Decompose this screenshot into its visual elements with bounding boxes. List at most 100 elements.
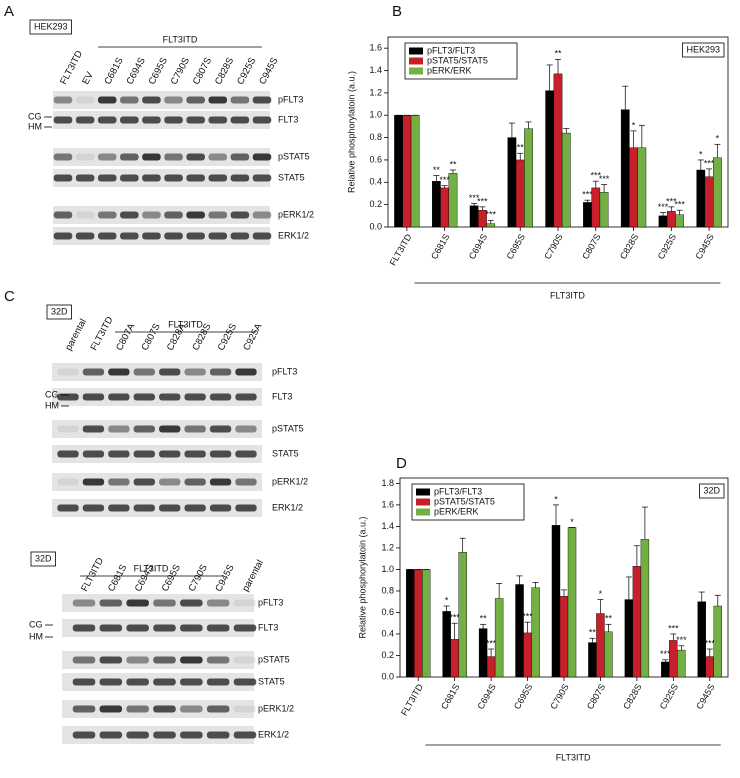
significance: ** xyxy=(554,49,562,59)
blot-band xyxy=(235,393,257,401)
blot-band xyxy=(186,116,205,124)
lane-label: C694S xyxy=(124,56,147,87)
bar xyxy=(588,642,597,678)
blot-band xyxy=(75,174,95,182)
blot-band xyxy=(126,678,149,686)
bar xyxy=(583,202,592,228)
y-axis-label: Relative phosphorylatoin (a.u.) xyxy=(357,516,367,638)
row-label: ERK1/2 xyxy=(272,502,303,512)
y-tick-label: 1.4 xyxy=(381,521,394,531)
x-tick-label: C790S xyxy=(542,232,564,261)
y-tick-label: 1.6 xyxy=(381,499,394,509)
bar xyxy=(669,640,678,678)
bar xyxy=(551,525,561,678)
blot-band xyxy=(235,450,257,458)
blot-background xyxy=(52,420,262,438)
bar xyxy=(629,147,638,228)
blot-band xyxy=(142,96,161,104)
error-bar xyxy=(451,622,458,640)
blot-band xyxy=(206,705,230,713)
error-bar xyxy=(517,152,524,160)
x-tick-label: C807S xyxy=(580,232,602,261)
blot-band xyxy=(159,393,181,401)
error-bar xyxy=(706,648,713,657)
blot-band xyxy=(126,599,149,607)
blot-band xyxy=(230,153,250,161)
blot-band xyxy=(99,599,123,607)
row-label: STAT5 xyxy=(272,448,299,458)
blot-band xyxy=(206,624,230,632)
bar xyxy=(478,628,488,678)
cell-line-label: 32D xyxy=(51,306,68,316)
blot-band xyxy=(186,96,205,104)
blot-background xyxy=(52,363,262,381)
x-tick-label: C694S xyxy=(467,232,489,261)
blot-background xyxy=(53,169,270,187)
error-bar xyxy=(525,121,532,129)
blot-band xyxy=(252,174,272,182)
blot-band xyxy=(186,174,205,182)
row-label: pFLT3 xyxy=(258,597,283,607)
blot-band xyxy=(164,232,183,240)
blot-band xyxy=(126,705,149,713)
significance: * xyxy=(716,134,720,144)
bar xyxy=(432,180,441,228)
blot-band xyxy=(153,656,176,664)
cell-line-box xyxy=(30,551,56,567)
blot-band xyxy=(97,153,117,161)
blot-band xyxy=(208,211,228,219)
error-bar xyxy=(441,185,448,188)
bar xyxy=(713,605,723,678)
bar xyxy=(599,192,609,228)
bar xyxy=(422,569,431,678)
significance: ** xyxy=(605,614,613,624)
blot-band xyxy=(230,232,250,240)
lane-label: C681S xyxy=(102,56,125,87)
error-bar xyxy=(676,209,683,215)
error-bar xyxy=(678,645,685,651)
annotation: HEK293 xyxy=(686,44,720,54)
blot-band xyxy=(120,174,139,182)
blot-band xyxy=(164,174,183,182)
lane-label: FLT3ITD xyxy=(89,315,116,353)
blot-band xyxy=(235,368,257,376)
bar xyxy=(696,169,706,228)
y-tick-label: 1.0 xyxy=(369,110,382,120)
blot-band xyxy=(108,393,130,401)
legend-label: pFLT3/FLT3 xyxy=(434,486,482,496)
legend-swatch xyxy=(416,498,430,506)
blot-band xyxy=(233,678,257,686)
blot-band xyxy=(99,656,123,664)
x-tick-label: C828S xyxy=(621,682,643,711)
blot-background xyxy=(53,91,270,109)
blot-band xyxy=(133,478,155,486)
blot-band xyxy=(99,678,123,686)
y-tick-label: 0.0 xyxy=(381,671,394,681)
blot-band xyxy=(142,174,161,182)
bar xyxy=(515,584,524,678)
bar xyxy=(661,661,670,678)
y-tick-label: 0.2 xyxy=(381,650,394,660)
blot-band xyxy=(186,211,205,219)
blot-band xyxy=(99,705,123,713)
y-tick-label: 0.4 xyxy=(381,628,394,638)
blot-band xyxy=(208,96,228,104)
cell-line-box xyxy=(29,19,72,35)
blot-band xyxy=(75,153,95,161)
x-tick-label: C925S xyxy=(658,682,680,711)
significance: ** xyxy=(480,614,488,624)
significance: * xyxy=(570,517,574,527)
blot-band xyxy=(82,504,105,512)
y-tick-label: 0.8 xyxy=(381,585,394,595)
y-tick-label: 1.0 xyxy=(381,564,394,574)
blot-band xyxy=(97,174,117,182)
error-bar xyxy=(697,159,704,170)
blot-band xyxy=(133,450,155,458)
bar xyxy=(666,211,676,228)
legend-label: pERK/ERK xyxy=(427,65,472,75)
error-bar xyxy=(622,85,629,110)
error-bar xyxy=(668,206,675,212)
blot-band xyxy=(142,153,161,161)
legend-box xyxy=(411,483,525,521)
blot-band xyxy=(159,425,181,433)
